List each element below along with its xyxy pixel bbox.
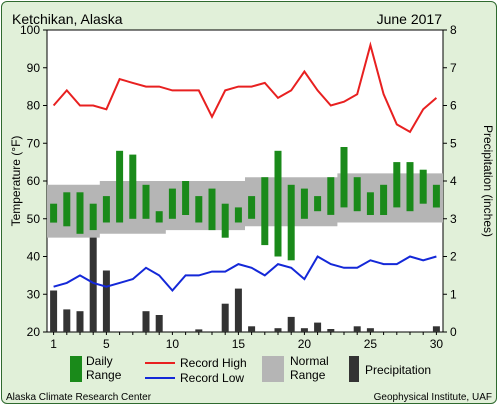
y-tick-label: 50 [27,212,41,226]
y-axis-label: Temperature (°F) [9,136,23,227]
y2-tick-label: 2 [450,250,457,264]
legend-precipitation-swatch [349,356,359,382]
y2-tick-label: 4 [450,174,457,188]
daily-range-bar [432,184,440,208]
precip-bar [327,329,335,332]
y2-tick-label: 5 [450,136,457,150]
footer-right: Geophysical Institute, UAF [374,392,492,403]
y-tick-label: 20 [27,325,41,339]
precip-bar [314,322,322,332]
precip-bar [195,329,203,332]
daily-range-bar [261,177,269,246]
precip-bar [366,328,374,332]
daily-range-bar [314,196,322,212]
legend-normal-range-label-1: Normal [290,354,329,368]
legend-daily-range-swatch [70,356,82,382]
precip-bar [89,237,97,332]
x-tick-label: 10 [166,337,180,351]
daily-range-bar [116,150,124,223]
y2-tick-label: 6 [450,99,457,113]
y-tick-label: 40 [27,250,41,264]
y2-tick-label: 8 [450,23,457,37]
x-tick-label: 30 [430,337,444,351]
daily-range-bar [63,192,71,227]
precip-bar [248,326,256,332]
daily-range-bar [380,184,388,215]
precip-bar [221,303,229,332]
legend-record-low-label: Record Low [180,371,244,385]
daily-range-bar [50,203,58,223]
daily-range-bar [195,196,203,223]
daily-range-bar [406,162,414,212]
y2-tick-label: 3 [450,212,457,226]
x-tick-label: 5 [103,337,110,351]
daily-range-bar [142,184,150,219]
daily-range-bar [393,162,401,208]
daily-range-bar [287,184,295,261]
daily-range-bar [102,196,110,223]
y2-tick-label: 0 [450,325,457,339]
record-low-line [53,255,437,293]
y-tick-label: 30 [27,287,41,301]
precip-bar [234,288,242,332]
daily-range-bar [89,203,97,231]
daily-range-bar [168,188,176,219]
precip-bar [102,270,110,332]
daily-range-bar [300,188,308,219]
legend-precipitation-label: Precipitation [365,363,431,377]
daily-range-bar [327,177,335,215]
precip-bar [76,311,84,332]
legend-daily-range-label-2: Range [86,368,122,382]
x-tick-label: 15 [232,337,246,351]
y-tick-label: 70 [27,136,41,150]
y2-tick-label: 7 [450,61,457,75]
precip-bar [300,328,308,332]
daily-range-bar [234,207,242,223]
precip-bar [432,326,440,332]
legend-normal-range-label-2: Range [290,368,326,382]
legend-record-high-label: Record High [180,356,247,370]
precip-bar [274,328,282,332]
precip-bar [63,309,71,332]
x-tick-label: 20 [298,337,312,351]
chart-period: June 2017 [377,11,443,27]
precip-bar [50,290,58,332]
chart-location: Ketchikan, Alaska [12,11,123,27]
y2-axis-label: Precipitation (inches) [481,125,495,237]
daily-range-bar [340,147,348,208]
daily-range-bar [366,192,374,215]
daily-range-bar [353,177,361,212]
daily-range-bar [248,196,256,219]
x-tick-label: 1 [50,337,57,351]
y-tick-label: 60 [27,174,41,188]
footer-left: Alaska Climate Research Center [6,392,152,403]
daily-range-bar [76,192,84,234]
daily-range-bar [221,203,229,238]
precip-bar [353,326,361,332]
precip-bar [142,311,150,332]
daily-range-bar [155,211,163,223]
daily-range-bar [129,154,137,219]
daily-range-bar [182,181,190,215]
y-tick-label: 80 [27,99,41,113]
y-tick-label: 90 [27,61,41,75]
record-high-line [52,41,438,134]
legend-daily-range-label-1: Daily [86,354,113,368]
precip-bar [287,316,295,332]
y-tick-label: 100 [20,23,40,37]
daily-range-bar [274,150,282,257]
x-tick-label: 25 [364,337,378,351]
legend-normal-range-swatch [262,356,284,382]
daily-range-bar [419,169,427,204]
precip-bar [155,315,163,332]
daily-range-bar [208,188,216,231]
y2-tick-label: 1 [450,287,457,301]
